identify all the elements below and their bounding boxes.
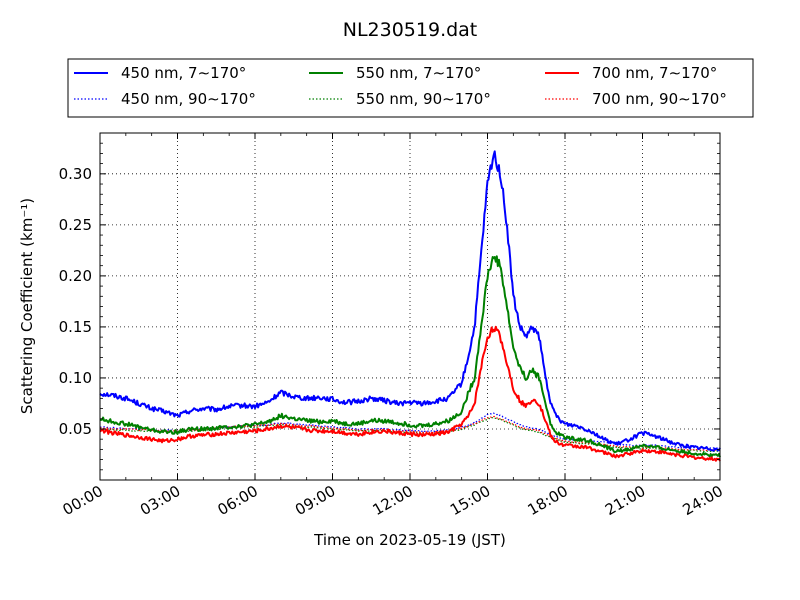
y-tick-label: 0.05 [59, 420, 92, 438]
x-tick-label: 00:00 [60, 482, 106, 519]
x-tick-label: 06:00 [215, 482, 261, 519]
x-tick-label: 18:00 [525, 482, 571, 519]
series-line [99, 150, 721, 452]
legend-label: 700 nm, 90∼170° [592, 90, 727, 108]
x-tick-label: 24:00 [680, 482, 726, 519]
x-tick-label: 21:00 [602, 482, 648, 519]
y-axis-label: Scattering Coefficient (km⁻¹) [18, 198, 36, 414]
grid [100, 133, 720, 480]
y-tick-label: 0.25 [59, 216, 92, 234]
series-line [99, 415, 721, 452]
legend-label: 550 nm, 90∼170° [356, 90, 491, 108]
x-tick-label: 09:00 [292, 482, 338, 519]
y-tick-label: 0.30 [59, 165, 92, 183]
legend-box [67, 58, 754, 118]
y-tick-label: 0.20 [59, 267, 92, 285]
y-tick-label: 0.15 [59, 318, 92, 336]
ticks: 00:00 03:00 06:00 09:00 12:00 15:00 18:00 21:00… [59, 133, 726, 519]
x-tick-label: 15:00 [447, 482, 493, 519]
series-line [99, 325, 721, 462]
x-axis-label: Time on 2023-05-19 (JST) [313, 531, 506, 549]
series-layer [99, 150, 721, 462]
legend-label: 450 nm, 7∼170° [121, 64, 246, 82]
legend: 450 nm, 7∼170° 450 nm, 90∼170° 550 nm, 7∼1… [67, 58, 754, 118]
y-tick-label: 0.10 [59, 369, 92, 387]
chart-title: NL230519.dat [343, 19, 478, 41]
legend-label: 700 nm, 7∼170° [592, 64, 717, 82]
legend-label: 450 nm, 90∼170° [121, 90, 256, 108]
series-line [99, 255, 721, 458]
x-tick-label: 12:00 [370, 482, 416, 519]
legend-label: 550 nm, 7∼170° [356, 64, 481, 82]
x-tick-label: 03:00 [137, 482, 183, 519]
